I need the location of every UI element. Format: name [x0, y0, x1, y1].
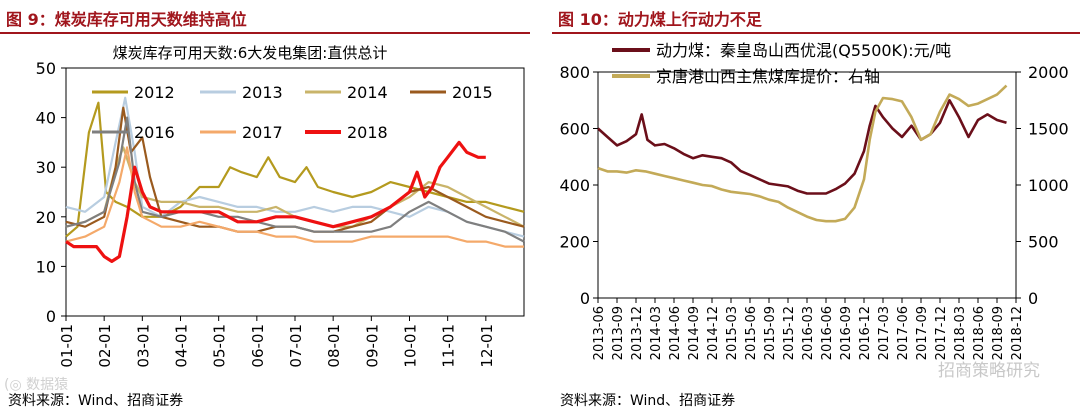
watermark-datayuan: (◎ 数据猿: [4, 377, 69, 393]
x-tick-label: 05-01: [211, 324, 229, 368]
right-figure-panel: 图 10：动力煤上行动力不足 0 200 400 600 800 0 500 1000 150…: [552, 0, 1080, 415]
x-tick-label: 09-01: [363, 324, 381, 368]
legend-label-thermal-coal: 动力煤：秦皇岛山西优混(Q5500K):元/吨: [656, 41, 951, 60]
figure-10-title-rule: [552, 32, 1080, 34]
x-tick-label: 2018-09: [991, 306, 1006, 360]
x-tick-label: 2016-12: [858, 306, 873, 360]
x-tick-label: 02-01: [96, 324, 114, 368]
figure-9-title-rule: [0, 32, 530, 34]
x-tick-label: 2017-12: [934, 306, 949, 360]
series-line-thermal-coal: [597, 99, 1007, 195]
y-tick-label: 40: [36, 109, 56, 128]
y2-tick-label: 500: [1028, 233, 1059, 252]
figure-9-title: 图 9：煤炭库存可用天数维持高位: [6, 10, 247, 29]
series-line-2015: [65, 106, 525, 233]
x-tick-label: 2016-09: [839, 306, 854, 360]
legend-label-2012: 2012: [134, 83, 175, 102]
legend-label-2016: 2016: [134, 123, 175, 142]
x-axis-ticks: 2013-06 2013-09 2013-12 2014-03 2014-06 2014-…: [592, 298, 1025, 360]
y-axis-ticks: 0 10 20 30 40 50: [36, 59, 66, 326]
x-tick-label: 2013-09: [611, 306, 626, 360]
x-tick-label: 08-01: [325, 324, 343, 368]
y-tick-label: 600: [559, 120, 590, 139]
y-tick-label: 400: [559, 176, 590, 195]
series-line-2017: [65, 146, 524, 248]
y2-tick-label: 0: [1028, 289, 1038, 308]
x-tick-label: 11-01: [440, 324, 458, 368]
x-tick-label: 2015-12: [782, 306, 797, 360]
x-tick-label: 04-01: [173, 324, 191, 368]
y2-tick-label: 1000: [1028, 176, 1069, 195]
x-tick-label: 2013-06: [592, 306, 607, 360]
series-line-2013: [65, 96, 525, 238]
chart-subtitle: 煤炭库存可用天数:6大发电集团:直供总计: [113, 44, 388, 62]
x-tick-label: 2014-09: [687, 306, 702, 360]
y-tick-label: 50: [36, 59, 56, 78]
x-tick-label: 2015-09: [763, 306, 778, 360]
figure-9-source: 资料来源：Wind、招商证券: [8, 393, 184, 409]
watermark-cms-strategy: 招商策略研究: [938, 361, 1040, 381]
x-tick-label: 06-01: [249, 324, 267, 368]
x-tick-label: 2015-03: [725, 306, 740, 360]
x-tick-label: 2017-03: [877, 306, 892, 360]
series-line-2014: [65, 146, 525, 228]
legend-label-2015: 2015: [452, 83, 493, 102]
y-tick-label: 0: [46, 307, 56, 326]
y-tick-label: 20: [36, 208, 56, 227]
y2-tick-label: 2000: [1028, 63, 1069, 82]
y2-tick-label: 1500: [1028, 120, 1069, 139]
series-line-coking-coal: [597, 84, 1008, 223]
y-tick-label: 10: [36, 257, 56, 276]
x-axis-ticks: 01-01 02-01 03-01 04-01 05-01 06-01 07-01 08-01…: [58, 316, 496, 368]
x-tick-label: 2017-06: [896, 306, 911, 360]
figure-10-source: 资料来源：Wind、招商证券: [560, 393, 736, 409]
series-line-2018: [65, 140, 486, 263]
x-tick-label: 2018-12: [1010, 306, 1025, 360]
x-tick-label: 12-01: [478, 324, 496, 368]
x-tick-label: 2016-06: [820, 306, 835, 360]
left-y-axis-ticks: 0 200 400 600 800: [559, 63, 598, 308]
x-tick-label: 2014-06: [668, 306, 683, 360]
legend-label-2018: 2018: [347, 123, 388, 142]
x-tick-label: 03-01: [134, 324, 152, 368]
x-tick-label: 07-01: [287, 324, 305, 368]
legend-label-coking-coal: 京唐港山西主焦煤库提价：右轴: [656, 67, 880, 86]
x-tick-label: 2014-03: [649, 306, 664, 360]
legend-label-2017: 2017: [242, 123, 283, 142]
legend-label-2013: 2013: [242, 83, 283, 102]
right-y-axis-ticks: 0 500 1000 1500 2000: [1016, 63, 1069, 308]
y-tick-label: 200: [559, 233, 590, 252]
y-tick-label: 30: [36, 158, 56, 177]
series-lines: [597, 84, 1008, 223]
series-lines: [65, 96, 525, 263]
series-line-2016: [65, 116, 525, 243]
x-tick-label: 2018-03: [953, 306, 968, 360]
x-tick-label: 2017-09: [915, 306, 930, 360]
figure-10-title: 图 10：动力煤上行动力不足: [558, 10, 762, 29]
x-tick-label: 2013-12: [630, 306, 645, 360]
y-tick-label: 800: [559, 63, 590, 82]
x-tick-label: 01-01: [58, 324, 76, 368]
y-tick-label: 0: [580, 289, 590, 308]
x-tick-label: 2014-12: [706, 306, 721, 360]
legend-label-2014: 2014: [347, 83, 388, 102]
x-tick-label: 2015-06: [744, 306, 759, 360]
x-tick-label: 10-01: [402, 324, 420, 368]
x-tick-label: 2018-06: [972, 306, 987, 360]
legend: 2012 2013 2014 2015 2016 2017 2018: [92, 83, 493, 142]
stock-days-chart: 煤炭库存可用天数:6大发电集团:直供总计 0 10 20 30 40 50 01-01 02…: [36, 44, 525, 368]
x-tick-label: 2016-03: [801, 306, 816, 360]
